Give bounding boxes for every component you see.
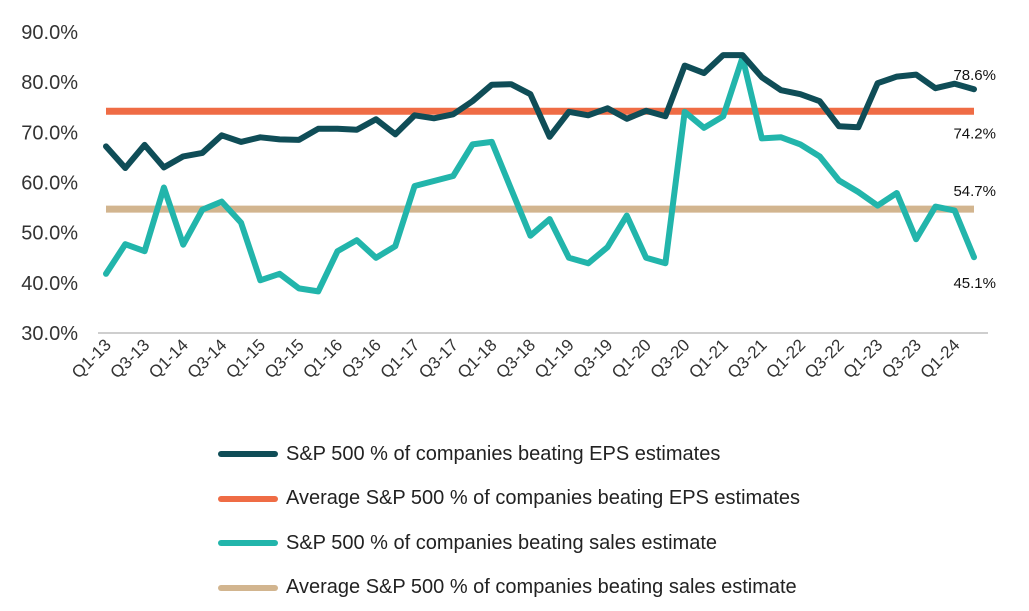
x-tick-label: Q1-20 bbox=[608, 335, 655, 382]
legend-item-avg-eps[interactable]: Average S&P 500 % of companies beating E… bbox=[218, 477, 938, 522]
y-tick-label: 40.0% bbox=[21, 273, 78, 295]
data-label-1: 74.2% bbox=[953, 125, 996, 142]
x-tick-label: Q1-14 bbox=[145, 335, 192, 382]
x-tick-label: Q3-20 bbox=[647, 335, 694, 382]
legend-item-sales[interactable]: S&P 500 % of companies beating sales est… bbox=[218, 521, 938, 566]
y-tick-label: 60.0% bbox=[21, 173, 78, 195]
series-line-0 bbox=[103, 52, 977, 171]
x-tick-label: Q3-16 bbox=[338, 335, 385, 382]
data-label-2: 45.1% bbox=[953, 275, 996, 292]
y-tick-label: 70.0% bbox=[21, 122, 78, 144]
legend-item-eps[interactable]: S&P 500 % of companies beating EPS estim… bbox=[218, 432, 938, 477]
x-tick-label: Q1-21 bbox=[685, 335, 732, 382]
data-label-0: 78.6% bbox=[953, 67, 996, 84]
y-tick-label: 90.0% bbox=[21, 22, 78, 44]
y-tick-label: 30.0% bbox=[21, 323, 78, 345]
series-line-2 bbox=[103, 54, 977, 295]
y-axis: 30.0% 40.0% 50.0% 60.0% 70.0% 80.0% 90.0% bbox=[21, 22, 78, 345]
x-tick-label: Q3-23 bbox=[878, 335, 925, 382]
legend-label-eps: S&P 500 % of companies beating EPS estim… bbox=[286, 442, 721, 465]
x-tick-label: Q1-24 bbox=[917, 335, 964, 382]
x-tick-label: Q3-13 bbox=[107, 335, 154, 382]
x-tick-label: Q1-19 bbox=[531, 335, 578, 382]
x-tick-label: Q3-21 bbox=[724, 335, 771, 382]
data-label-3: 54.7% bbox=[953, 183, 996, 200]
y-tick-label: 80.0% bbox=[21, 72, 78, 94]
legend: S&P 500 % of companies beating EPS estim… bbox=[218, 432, 938, 610]
y-tick-label: 50.0% bbox=[21, 223, 78, 245]
legend-label-avg-sales: Average S&P 500 % of companies beating s… bbox=[286, 576, 797, 599]
legend-swatch-eps bbox=[218, 451, 278, 458]
legend-swatch-avg-sales bbox=[218, 584, 278, 591]
x-tick-label: Q3-15 bbox=[261, 335, 308, 382]
x-tick-label: Q3-19 bbox=[569, 335, 616, 382]
legend-label-sales: S&P 500 % of companies beating sales est… bbox=[286, 531, 717, 554]
series-layer bbox=[103, 52, 977, 295]
legend-label-avg-eps: Average S&P 500 % of companies beating E… bbox=[286, 487, 801, 510]
x-tick-label: Q1-17 bbox=[377, 335, 424, 382]
legend-swatch-sales bbox=[218, 540, 278, 547]
x-tick-label: Q1-18 bbox=[454, 335, 501, 382]
data-labels: 78.6% 74.2% 54.7% 45.1% bbox=[953, 67, 996, 292]
x-tick-label: Q1-16 bbox=[299, 335, 346, 382]
x-tick-label: Q1-22 bbox=[762, 335, 809, 382]
x-tick-label: Q1-15 bbox=[222, 335, 269, 382]
x-tick-label: Q3-14 bbox=[184, 335, 231, 382]
x-tick-label: Q1-23 bbox=[840, 335, 887, 382]
legend-swatch-avg-eps bbox=[218, 495, 278, 502]
x-axis: Q1-13Q3-13Q1-14Q3-14Q1-15Q3-15Q1-16Q3-16… bbox=[68, 335, 964, 382]
x-tick-label: Q3-22 bbox=[801, 335, 848, 382]
legend-item-avg-sales[interactable]: Average S&P 500 % of companies beating s… bbox=[218, 566, 938, 611]
x-tick-label: Q3-17 bbox=[415, 335, 462, 382]
x-tick-label: Q3-18 bbox=[492, 335, 539, 382]
